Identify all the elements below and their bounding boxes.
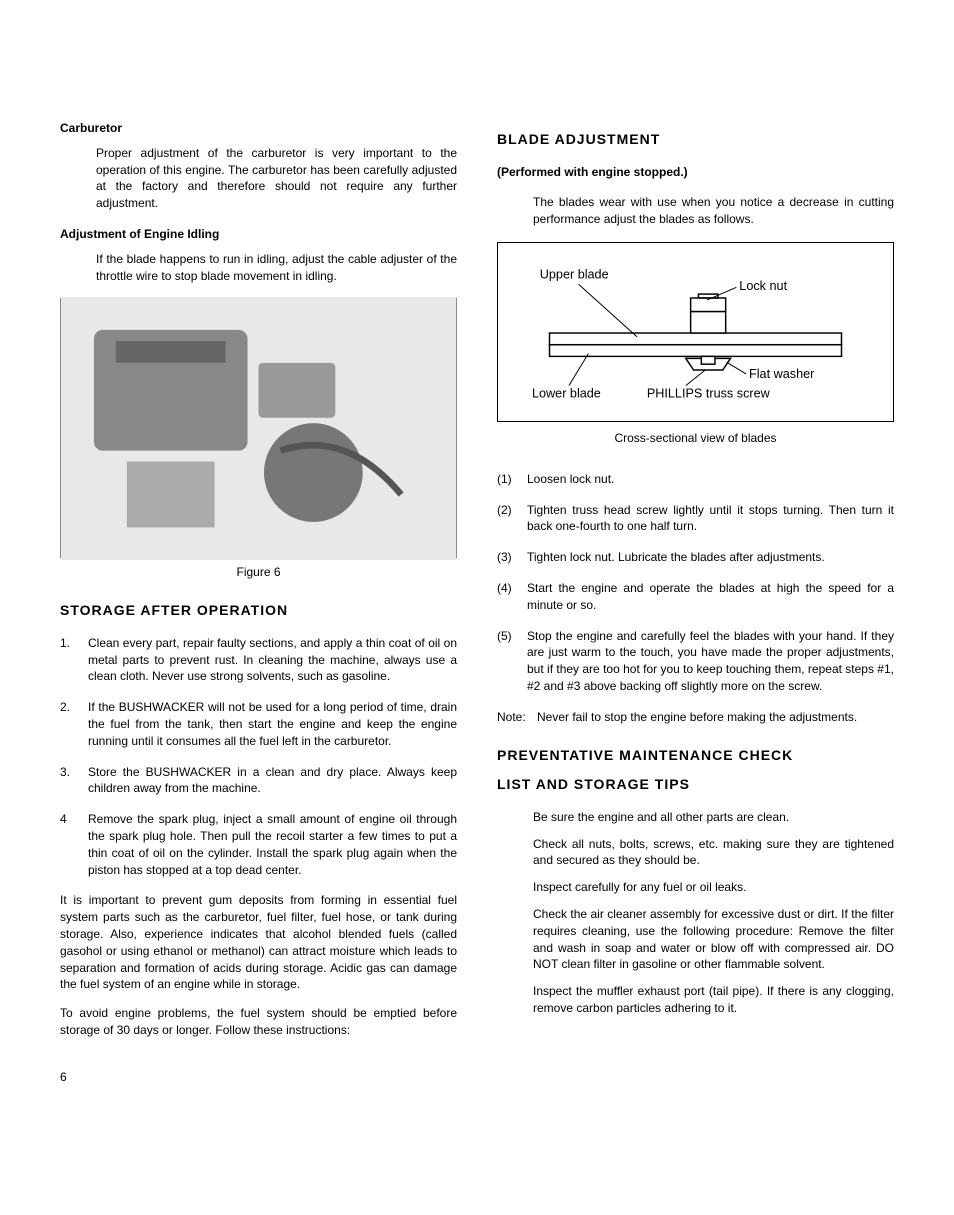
tip-1: Be sure the engine and all other parts a… (533, 809, 894, 826)
storage-item-3: 3. Store the BUSHWACKER in a clean and d… (60, 764, 457, 798)
lower-blade-label: Lower blade (532, 386, 601, 400)
tips-block: Be sure the engine and all other parts a… (497, 809, 894, 1017)
note-label: Note: (497, 709, 537, 726)
preventative-title-2: LIST AND STORAGE TIPS (497, 775, 894, 795)
blade-adjustment-title: BLADE ADJUSTMENT (497, 130, 894, 150)
note-text: Never fail to stop the engine before mak… (537, 709, 894, 726)
storage-title: STORAGE AFTER OPERATION (60, 601, 457, 621)
page-columns: Carburetor Proper adjustment of the carb… (60, 120, 894, 1086)
diagram-caption: Cross-sectional view of blades (497, 430, 894, 447)
step-text: Stop the engine and carefully feel the b… (527, 628, 894, 695)
blade-diagram: Upper blade Lock nut Flat washer (497, 242, 894, 422)
step-number: (4) (497, 580, 527, 614)
step-text: Start the engine and operate the blades … (527, 580, 894, 614)
step-2: (2) Tighten truss head screw lightly unt… (497, 502, 894, 536)
blade-cross-section-svg: Upper blade Lock nut Flat washer (512, 261, 879, 407)
carburetor-heading: Carburetor (60, 120, 457, 137)
item-number: 1. (60, 635, 88, 685)
phillips-label: PHILLIPS truss screw (647, 386, 771, 400)
performed-note: (Performed with engine stopped.) (497, 164, 894, 181)
item-number: 4 (60, 811, 88, 878)
engine-photo-placeholder (61, 297, 456, 560)
storage-item-4: 4 Remove the spark plug, inject a small … (60, 811, 457, 878)
step-number: (1) (497, 471, 527, 488)
carburetor-body: Proper adjustment of the carburetor is v… (60, 145, 457, 212)
step-number: (2) (497, 502, 527, 536)
step-1: (1) Loosen lock nut. (497, 471, 894, 488)
item-text: Clean every part, repair faulty sections… (88, 635, 457, 685)
storage-item-2: 2. If the BUSHWACKER will not be used fo… (60, 699, 457, 749)
step-number: (3) (497, 549, 527, 566)
step-3: (3) Tighten lock nut. Lubricate the blad… (497, 549, 894, 566)
idling-body: If the blade happens to run in idling, a… (60, 251, 457, 285)
storage-item-1: 1. Clean every part, repair faulty secti… (60, 635, 457, 685)
step-text: Loosen lock nut. (527, 471, 894, 488)
step-4: (4) Start the engine and operate the bla… (497, 580, 894, 614)
storage-para-1: It is important to prevent gum deposits … (60, 892, 457, 993)
idling-heading: Adjustment of Engine Idling (60, 226, 457, 243)
lock-nut-label: Lock nut (739, 279, 787, 293)
figure-6-caption: Figure 6 (60, 564, 457, 581)
step-number: (5) (497, 628, 527, 695)
preventative-title-1: PREVENTATIVE MAINTENANCE CHECK (497, 746, 894, 766)
step-text: Tighten lock nut. Lubricate the blades a… (527, 549, 894, 566)
item-number: 2. (60, 699, 88, 749)
flat-washer-label: Flat washer (749, 367, 814, 381)
upper-blade-label: Upper blade (540, 268, 609, 282)
right-column: BLADE ADJUSTMENT (Performed with engine … (497, 120, 894, 1086)
page-number: 6 (60, 1069, 457, 1086)
item-text: Remove the spark plug, inject a small am… (88, 811, 457, 878)
figure-6-image (60, 298, 457, 558)
blade-intro: The blades wear with use when you notice… (497, 194, 894, 228)
item-text: Store the BUSHWACKER in a clean and dry … (88, 764, 457, 798)
storage-para-2: To avoid engine problems, the fuel syste… (60, 1005, 457, 1039)
tip-4: Check the air cleaner assembly for exces… (533, 906, 894, 973)
step-5: (5) Stop the engine and carefully feel t… (497, 628, 894, 695)
tip-2: Check all nuts, bolts, screws, etc. maki… (533, 836, 894, 870)
tip-3: Inspect carefully for any fuel or oil le… (533, 879, 894, 896)
note-block: Note: Never fail to stop the engine befo… (497, 709, 894, 726)
left-column: Carburetor Proper adjustment of the carb… (60, 120, 457, 1086)
tip-5: Inspect the muffler exhaust port (tail p… (533, 983, 894, 1017)
item-number: 3. (60, 764, 88, 798)
item-text: If the BUSHWACKER will not be used for a… (88, 699, 457, 749)
step-text: Tighten truss head screw lightly until i… (527, 502, 894, 536)
